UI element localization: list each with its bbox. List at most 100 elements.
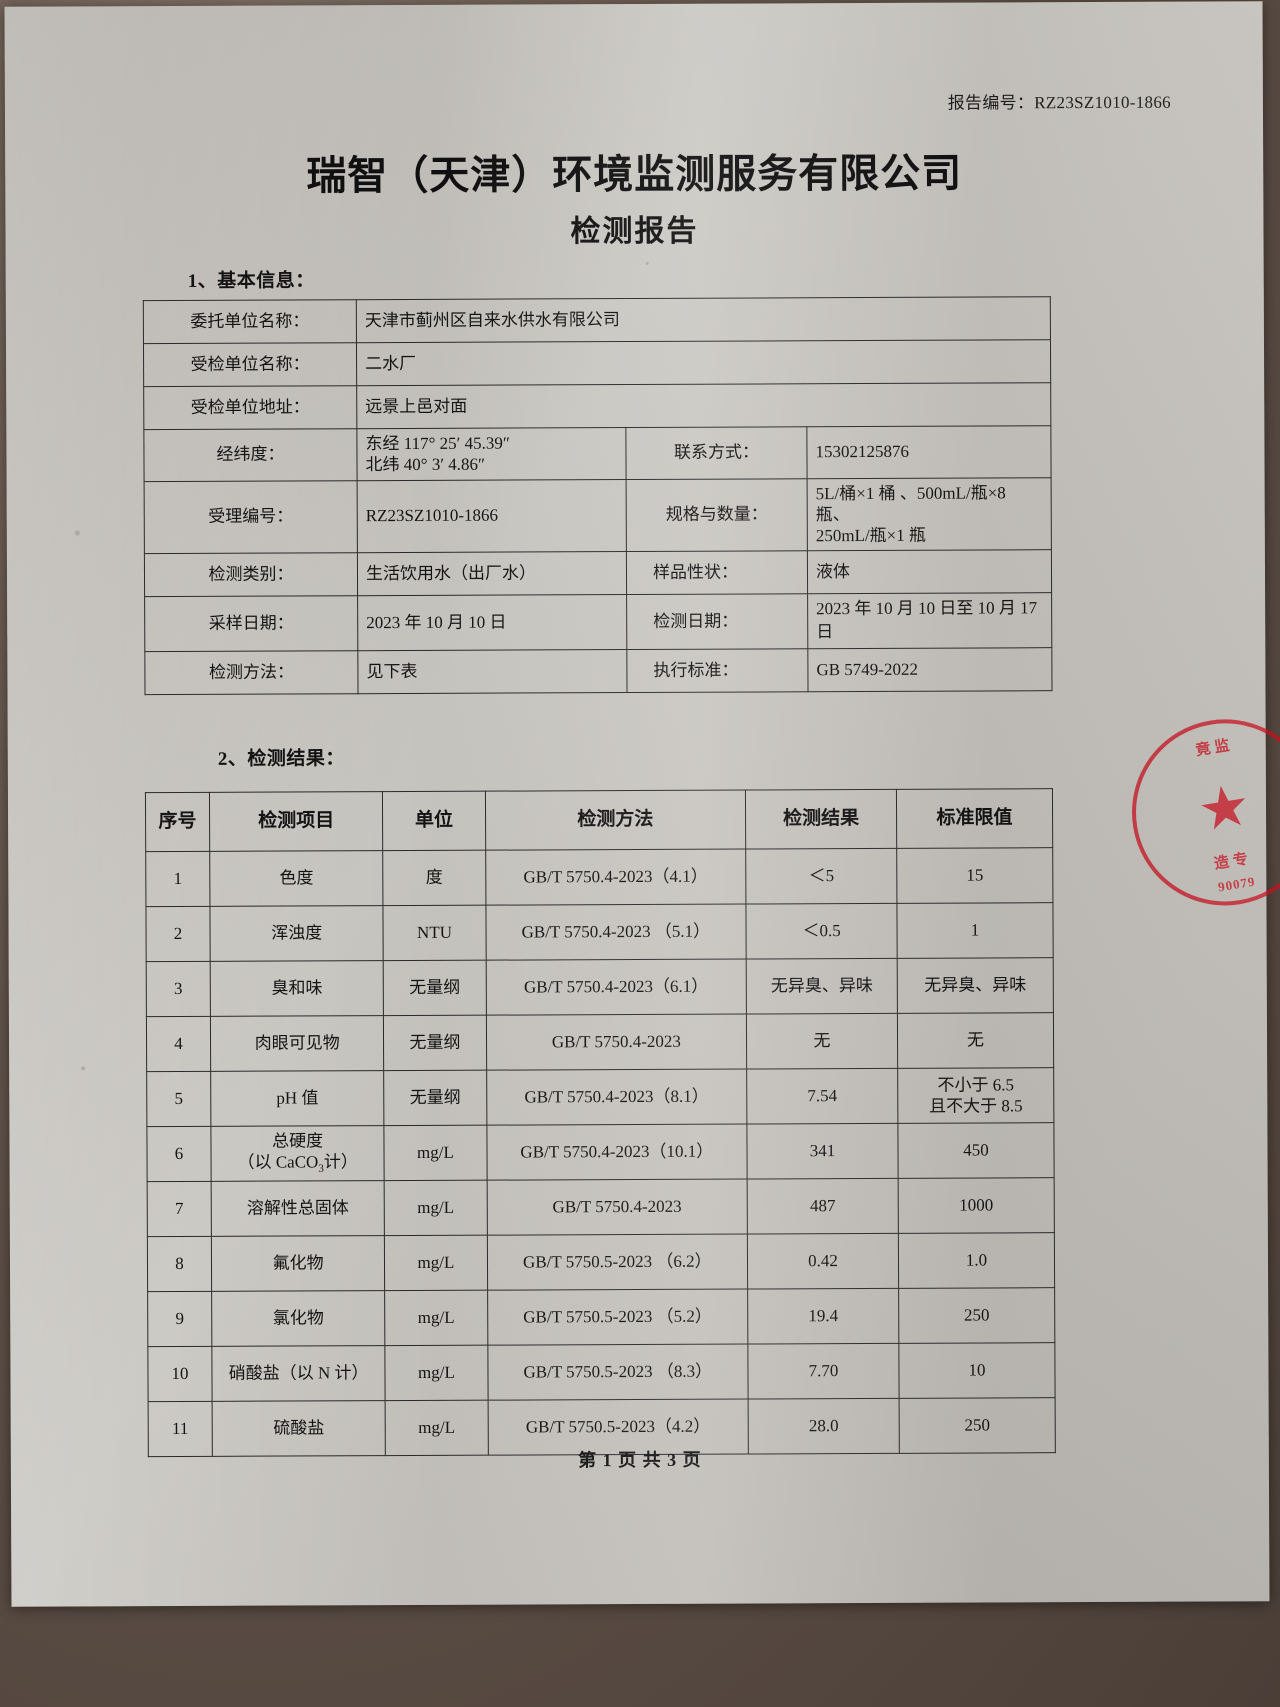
company-seal-stamp: 竟监 ★ 造专 90079 bbox=[1118, 705, 1280, 920]
client-name-value: 天津市蓟州区自来水供水有限公司 bbox=[356, 296, 1051, 343]
cell-unit: 无量纲 bbox=[383, 1015, 487, 1071]
inspected-address-value: 远景上邑对面 bbox=[356, 382, 1051, 429]
test-method-value: 见下表 bbox=[357, 649, 628, 694]
cell-unit: mg/L bbox=[384, 1180, 487, 1236]
cell-item: 肉眼可见物 bbox=[210, 1015, 384, 1072]
test-date-label: 检测日期： bbox=[626, 594, 808, 650]
cell-unit: mg/L bbox=[385, 1345, 488, 1401]
star-icon: ★ bbox=[1193, 772, 1256, 845]
cell-method: GB/T 5750.4-2023（8.1） bbox=[486, 1069, 747, 1126]
item-line-2: （以 CaCO3计） bbox=[219, 1151, 375, 1177]
cell-no: 9 bbox=[147, 1291, 212, 1348]
table-row: 受理编号： RZ23SZ1010-1866 规格与数量： 5L/桶×1 桶 、5… bbox=[144, 477, 1052, 554]
cell-unit: 无量纲 bbox=[383, 960, 486, 1016]
test-date-value: 2023 年 10 月 10 日至 10 月 17 日 bbox=[807, 592, 1052, 649]
cell-result: 487 bbox=[747, 1178, 899, 1235]
table-row: 检测类别： 生活饮用水（出厂水） 样品性状： 液体 bbox=[144, 549, 1052, 597]
standard-value: GB 5749-2022 bbox=[807, 647, 1053, 692]
table-row: 8 氟化物 mg/L GB/T 5750.5-2023 （6.2） 0.42 1… bbox=[147, 1233, 1055, 1293]
cell-limit: 15 bbox=[896, 847, 1053, 904]
cell-item: 硝酸盐（以 N 计） bbox=[211, 1345, 386, 1402]
latitude-text: 北纬 40° 3′ 4.86″ bbox=[365, 454, 486, 475]
col-header-method: 检测方法 bbox=[485, 790, 746, 851]
table-header-row: 序号 检测项目 单位 检测方法 检测结果 标准限值 bbox=[145, 788, 1053, 852]
table-row: 9 氯化物 mg/L GB/T 5750.5-2023 （5.2） 19.4 2… bbox=[147, 1288, 1055, 1348]
cell-item: 氟化物 bbox=[211, 1235, 385, 1292]
cell-unit: mg/L bbox=[384, 1235, 488, 1291]
contact-label: 联系方式： bbox=[625, 426, 808, 480]
document-page: 报告编号：RZ23SZ1010-1866 瑞智（天津）环境监测服务有限公司 检测… bbox=[4, 1, 1280, 1607]
test-category-label: 检测类别： bbox=[144, 552, 358, 597]
spec-qty-label: 规格与数量： bbox=[626, 478, 808, 552]
inspected-address-label: 受检单位地址： bbox=[143, 385, 357, 430]
col-header-limit: 标准限值 bbox=[896, 788, 1053, 849]
cell-unit: 无量纲 bbox=[383, 1070, 487, 1126]
section-basic-info-label: 1、基本信息： bbox=[187, 270, 315, 292]
limit-line-2: 且不大于 8.5 bbox=[929, 1096, 1023, 1116]
inspected-name-label: 受检单位名称： bbox=[143, 342, 357, 387]
cell-method: GB/T 5750.4-2023（4.1） bbox=[485, 849, 746, 906]
test-category-value: 生活饮用水（出厂水） bbox=[357, 551, 627, 596]
inspected-name-value: 二水厂 bbox=[356, 339, 1051, 386]
cell-method: GB/T 5750.4-2023 bbox=[485, 1014, 747, 1071]
cell-item: 色度 bbox=[209, 850, 384, 907]
test-method-label: 检测方法： bbox=[144, 650, 359, 695]
cell-method: GB/T 5750.5-2023 （5.2） bbox=[487, 1289, 748, 1346]
cell-no: 3 bbox=[146, 961, 211, 1017]
company-name: 瑞智（天津）环境监测服务有限公司 bbox=[306, 149, 963, 200]
cell-result: 7.70 bbox=[747, 1343, 900, 1400]
cell-method: GB/T 5750.4-2023 （5.1） bbox=[485, 904, 747, 961]
cell-no: 2 bbox=[145, 906, 211, 962]
stamp-bottom-text: 造专 bbox=[1213, 850, 1254, 873]
table-row: 委托单位名称： 天津市蓟州区自来水供水有限公司 bbox=[143, 296, 1051, 344]
item-formula-pre: （以 CaCO bbox=[237, 1152, 319, 1172]
cell-method: GB/T 5750.5-2023 （6.2） bbox=[486, 1234, 748, 1291]
cell-item: pH 值 bbox=[210, 1070, 385, 1127]
table-row: 经纬度： 东经 117° 25′ 45.39″ 北纬 40° 3′ 4.86″ … bbox=[143, 425, 1052, 482]
cell-limit: 无 bbox=[897, 1012, 1054, 1069]
cell-result: ＜5 bbox=[745, 848, 897, 905]
sampling-date-label: 采样日期： bbox=[144, 595, 358, 652]
cell-result: 无异臭、异味 bbox=[746, 958, 898, 1015]
paper-speck bbox=[645, 261, 649, 265]
cell-no: 1 bbox=[145, 851, 210, 907]
paper-speck bbox=[74, 530, 80, 536]
col-header-item: 检测项目 bbox=[209, 791, 384, 852]
table-row: 10 硝酸盐（以 N 计） mg/L GB/T 5750.5-2023 （8.3… bbox=[147, 1343, 1056, 1403]
document-title-block: 瑞智（天津）环境监测服务有限公司 检测报告 bbox=[5, 149, 1263, 252]
stamp-code-text: 90079 bbox=[1216, 873, 1257, 895]
cell-no: 7 bbox=[147, 1181, 212, 1238]
item-formula-post: 计） bbox=[323, 1152, 358, 1172]
report-number: 报告编号：RZ23SZ1010-1866 bbox=[947, 92, 1171, 113]
cell-limit: 不小于 6.5 且不大于 8.5 bbox=[897, 1067, 1054, 1124]
accept-no-label: 受理编号： bbox=[144, 480, 358, 554]
spec-qty-line-2: 250mL/瓶×1 瓶 bbox=[815, 525, 927, 546]
col-header-unit: 单位 bbox=[382, 791, 486, 851]
cell-method: GB/T 5750.4-2023 bbox=[486, 1179, 748, 1236]
cell-limit: 10 bbox=[898, 1343, 1056, 1399]
accept-no-value: RZ23SZ1010-1866 bbox=[357, 479, 627, 553]
page-title: 检测报告 bbox=[570, 213, 699, 250]
cell-limit: 1000 bbox=[898, 1178, 1055, 1234]
cell-item: 溶解性总固体 bbox=[211, 1180, 385, 1237]
table-row: 检测方法： 见下表 执行标准： GB 5749-2022 bbox=[144, 647, 1053, 695]
stamp-top-text: 竟监 bbox=[1194, 737, 1235, 760]
limit-line-1: 不小于 6.5 bbox=[937, 1075, 1015, 1095]
cell-unit: 度 bbox=[383, 850, 486, 906]
section-results-label: 2、检测结果： bbox=[217, 748, 345, 770]
cell-result: ＜0.5 bbox=[745, 903, 898, 960]
cell-unit: mg/L bbox=[384, 1125, 487, 1181]
table-row: 采样日期： 2023 年 10 月 10 日 检测日期： 2023 年 10 月… bbox=[144, 592, 1052, 652]
cell-item: 氯化物 bbox=[211, 1290, 386, 1347]
cell-no: 8 bbox=[147, 1236, 212, 1293]
cell-result: 0.42 bbox=[747, 1233, 899, 1290]
spec-qty-value: 5L/桶×1 桶 、500mL/瓶×8 瓶、 250mL/瓶×1 瓶 bbox=[807, 477, 1052, 552]
contact-value: 15302125876 bbox=[806, 425, 1052, 479]
cell-no: 5 bbox=[146, 1071, 211, 1127]
cell-limit: 无异臭、异味 bbox=[897, 957, 1054, 1014]
item-line-1: 总硬度 bbox=[272, 1131, 324, 1151]
cell-no: 10 bbox=[147, 1346, 213, 1403]
cell-limit: 450 bbox=[897, 1122, 1055, 1179]
table-row: 4 肉眼可见物 无量纲 GB/T 5750.4-2023 无 无 bbox=[146, 1012, 1054, 1072]
page-footer: 第 1 页 共 3 页 bbox=[578, 1449, 702, 1471]
